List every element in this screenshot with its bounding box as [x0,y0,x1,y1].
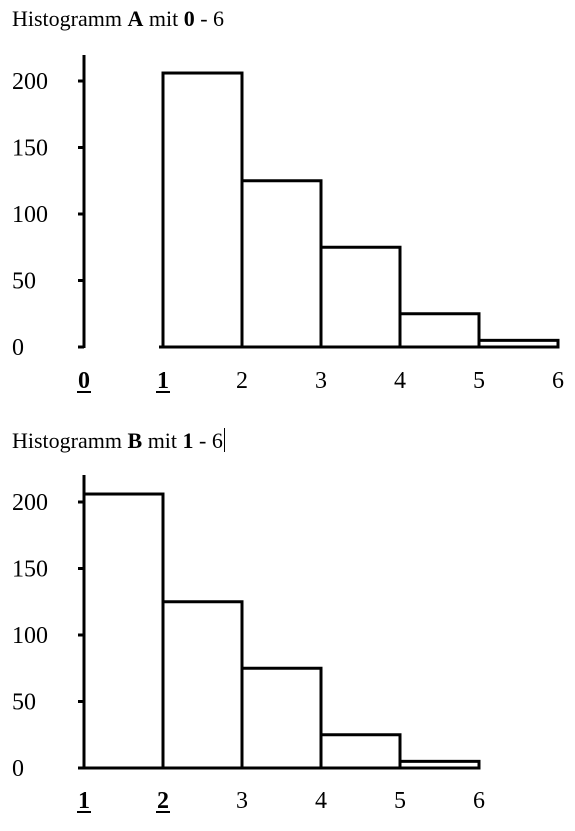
chart-a-title: Histogramm A mit 0 - 6 [12,8,224,30]
chart-a-y-tick-label-4: 200 [12,69,48,95]
chart-a-y-tick-label-3: 150 [12,136,48,162]
chart-a-x-tick-label-4: 4 [394,368,406,394]
chart-a-y-tick-label-0: 0 [12,335,24,361]
chart-b-title-part-3: - 6 [193,428,223,453]
chart-a-bar-4 [398,312,481,349]
chart-a-bar-5 [477,338,560,349]
chart-a-bar-1 [161,71,244,349]
chart-b-title-letter: B [127,428,143,453]
chart-b-x-tick-label-4: 5 [394,788,406,814]
chart-b-bar-1 [82,492,165,770]
chart-b-x-tick-label-5: 6 [473,788,485,814]
chart-b-title-part-1: Histogramm [12,428,128,453]
chart-b-y-tick-label-4: 200 [12,490,48,516]
chart-b-title-part-2: mit [142,428,183,453]
chart-b-y-tick-label-1: 50 [12,690,36,716]
chart-a-x-tick-label-6: 6 [552,368,564,394]
chart-b-title: Histogramm B mit 1 - 6 [12,428,225,452]
chart-a-x-tick-label-1: 1 [157,368,169,394]
chart-b-bar-5 [398,759,481,770]
chart-a-title-start: 0 [183,6,195,31]
chart-a-title-part-2: mit [143,6,184,31]
chart-a-x-tick-label-3: 3 [315,368,327,394]
chart-a-x-tick-label-5: 5 [473,368,485,394]
chart-b-title-start: 1 [182,428,194,453]
chart-b-y-tick-label-0: 0 [12,756,24,782]
chart-a-y-tick-label-1: 50 [12,269,36,295]
chart-a-x-tick-label-0: 0 [78,368,90,394]
chart-a-title-letter: A [127,6,144,31]
chart-b-x-tick-label-0: 1 [78,788,90,814]
chart-a-y-tick-label-2: 100 [12,202,48,228]
chart-a-title-part-1: Histogramm [12,6,128,31]
chart-a-bar-2 [240,179,323,349]
chart-b-bar-4 [319,733,402,770]
chart-b-histogram: 0 50 100 150 200 1 2 3 4 5 6 [12,475,485,814]
chart-b-bar-3 [240,666,323,770]
chart-b-x-tick-label-3: 4 [315,788,327,814]
chart-a-histogram: 0 50 100 150 200 0 1 2 3 4 5 6 [12,55,564,394]
chart-b-y-tick-label-3: 150 [12,557,48,583]
text-cursor [223,428,225,452]
chart-a-bar-3 [319,245,402,349]
chart-b-x-tick-label-1: 2 [157,788,169,814]
chart-a-x-tick-label-2: 2 [236,368,248,394]
chart-b-y-tick-label-2: 100 [12,623,48,649]
chart-b-bar-2 [161,600,244,770]
chart-a-title-part-3: - 6 [194,6,225,31]
chart-b-x-tick-label-2: 3 [236,788,248,814]
